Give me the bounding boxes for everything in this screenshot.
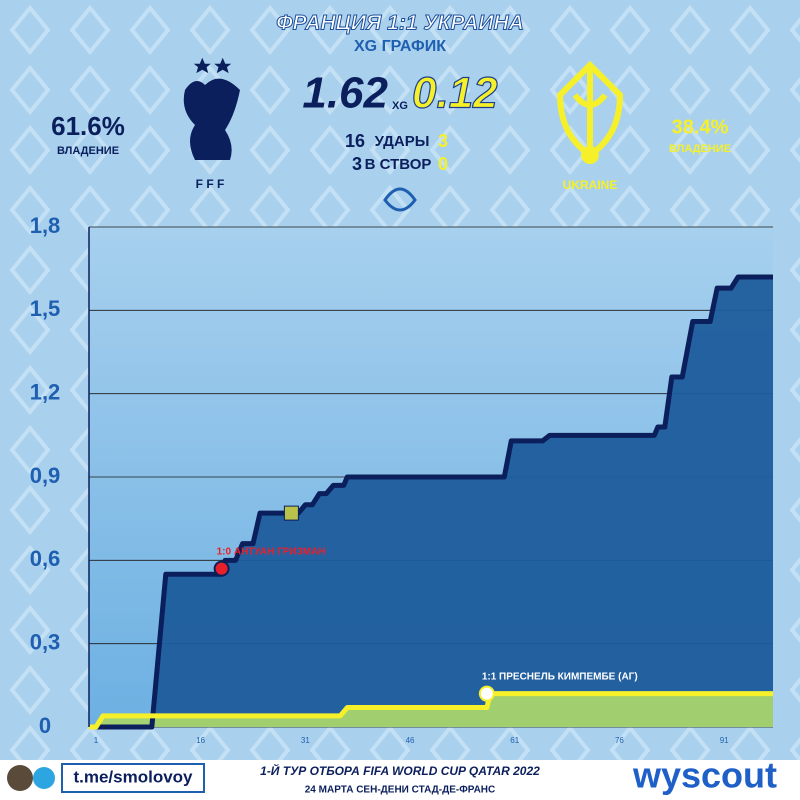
home-possession-label: ВЛАДЕНИЕ (57, 145, 119, 157)
home-on-target: 3 (352, 154, 362, 174)
y-tick-label: 0,6 (30, 546, 61, 571)
avatar (7, 765, 33, 791)
ukraine-logo: UKRAINE (556, 60, 624, 192)
france-logo: F F F (183, 57, 240, 191)
home-shots: 16 (345, 131, 365, 151)
away-possession: 38.4% (672, 116, 729, 138)
away-on-target: 0 (438, 154, 448, 174)
y-tick-label: 1,8 (30, 213, 61, 238)
x-tick-label: 61 (510, 736, 519, 745)
y-tick-label: 0,9 (30, 463, 61, 488)
home-logo-text: F F F (196, 177, 225, 191)
x-tick-label: 91 (720, 736, 729, 745)
handle-box (61, 763, 205, 793)
y-tick-label: 0 (39, 713, 51, 738)
x-tick-label: 1 (94, 736, 99, 745)
goal-annotation: 1:0 АНТУАН ГРИЗМАН (217, 546, 326, 557)
x-tick-label: 46 (406, 736, 415, 745)
away-xg: 0.12 (412, 69, 498, 118)
away-shots: 3 (438, 131, 448, 151)
chart-subtitle: XG ГРАФИК (354, 38, 446, 55)
euro-logo (383, 187, 417, 212)
series-area (89, 277, 773, 727)
series-line (89, 274, 773, 730)
footer-line1: 1-Й ТУР ОТБОРА FIFA WORLD CUP QATAR 2022 (260, 762, 540, 778)
event-marker (283, 505, 299, 521)
away-possession-label: ВЛАДЕНИЕ (669, 143, 731, 155)
x-tick-label: 16 (196, 736, 205, 745)
goal-marker (478, 685, 495, 702)
footer-line2: 24 МАРТА СЕН-ДЕНИ СТАД-ДЕ-ФРАНС (305, 785, 496, 796)
y-tick-label: 1,2 (30, 379, 61, 404)
footer-handle[interactable]: t.me/smolovoy (73, 767, 193, 786)
chart-title: ФРАНЦИЯ 1:1 УКРАИНА (276, 12, 524, 35)
goal-annotation: 1:1 ПРЕСНЕЛЬ КИМПЕМБЕ (АГ) (482, 671, 638, 682)
on-target-label: В СТВОР (365, 156, 432, 173)
y-tick-label: 0,3 (30, 629, 61, 654)
away-logo-text: UKRAINE (563, 178, 618, 192)
series-area (89, 693, 773, 727)
home-xg: 1.62 (302, 69, 388, 118)
x-tick-label: 76 (615, 736, 624, 745)
x-tick-label: 31 (301, 736, 310, 745)
goal-marker (213, 560, 230, 577)
footer-brand: wyscout (632, 755, 777, 796)
telegram-icon (33, 767, 55, 789)
xg-label: XG (392, 100, 408, 112)
plot: 0 0,3 0,6 0,9 1,2 1,5 1,8 1 16 31 46 61 76 91 1:0 АНТУ… (30, 213, 773, 745)
home-possession: 61.6% (51, 111, 125, 141)
shots-label: УДАРЫ (375, 133, 430, 150)
y-tick-label: 1,5 (30, 296, 61, 321)
